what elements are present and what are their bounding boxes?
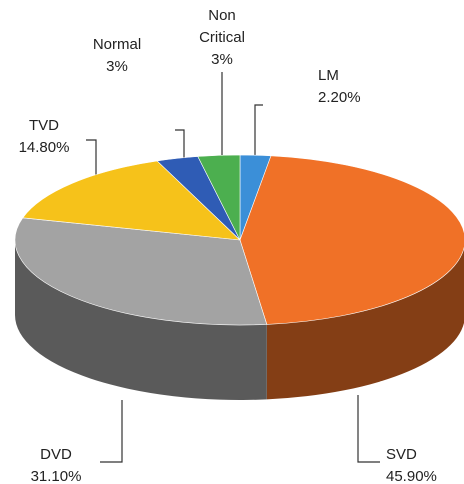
label-line: Non [208, 7, 236, 24]
leader-line [357, 395, 380, 463]
category-label: Non Critical [199, 7, 245, 46]
value-label: 14.80% [19, 139, 70, 156]
category-label: DVD [40, 446, 72, 463]
slice [239, 155, 464, 325]
value-label: 3% [211, 51, 233, 68]
leader-line [175, 129, 185, 158]
value-label: 31.10% [31, 468, 82, 484]
leader-line [100, 400, 123, 463]
category-label: Normal [93, 36, 141, 53]
category-label: LM [318, 67, 339, 84]
slice-side [15, 240, 267, 400]
slice [14, 217, 268, 326]
leader-line [86, 139, 97, 180]
slice [22, 160, 241, 241]
slice [197, 154, 241, 241]
leader-lines [86, 72, 380, 463]
category-label: SVD [386, 446, 417, 463]
slice-side [266, 247, 464, 400]
value-label: 3% [106, 58, 128, 75]
label-line: Critical [199, 29, 245, 46]
slice-tops [14, 154, 464, 326]
leader-line [254, 104, 263, 157]
value-label: 45.90% [386, 468, 437, 484]
slice-sides [15, 240, 464, 400]
value-label: 2.20% [318, 89, 361, 106]
category-label: TVD [29, 117, 59, 134]
